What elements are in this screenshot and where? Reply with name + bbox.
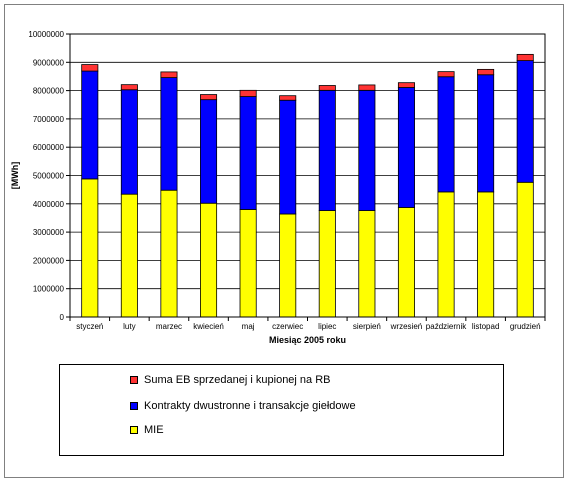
x-tick-labels: styczeń luty marzec kwiecień maj czerwiec lipi… bbox=[76, 322, 540, 331]
x-tick-label-2: marzec bbox=[156, 322, 182, 331]
y-tick-label-7: 7000000 bbox=[33, 115, 65, 124]
bar-1-10 bbox=[477, 74, 495, 193]
legend-swatch-mie bbox=[130, 426, 138, 434]
x-axis-label: Miesiąc 2005 roku bbox=[269, 335, 346, 345]
y-tick-label-8: 8000000 bbox=[33, 87, 65, 96]
y-tick-label-5: 5000000 bbox=[33, 172, 65, 181]
legend-label-rb: Suma EB sprzedanej i kupionej na RB bbox=[144, 374, 331, 386]
y-tick-label-9: 9000000 bbox=[33, 58, 65, 67]
y-tick-label-3: 3000000 bbox=[33, 228, 65, 237]
legend: Suma EB sprzedanej i kupionej na RB Kont… bbox=[59, 364, 504, 456]
x-tick-label-7: sierpień bbox=[353, 322, 381, 331]
bar-0-4 bbox=[239, 209, 257, 318]
y-tick-label-0: 0 bbox=[60, 313, 65, 322]
bar-0-10 bbox=[477, 191, 495, 318]
bar-0-7 bbox=[358, 210, 376, 318]
bar-2-9 bbox=[437, 71, 455, 78]
bar-0-5 bbox=[279, 213, 297, 318]
bar-0-3 bbox=[200, 202, 218, 318]
bar-1-6 bbox=[318, 89, 336, 211]
legend-item-mie: MIE bbox=[130, 423, 164, 437]
bar-1-8 bbox=[397, 87, 415, 208]
bar-0-6 bbox=[318, 210, 336, 318]
x-tick-label-1: luty bbox=[123, 322, 135, 331]
bar-1-7 bbox=[358, 89, 376, 211]
plot-border bbox=[69, 33, 546, 318]
bar-2-1 bbox=[120, 84, 138, 91]
bar-2-11 bbox=[516, 53, 534, 62]
x-tick-label-10: listopad bbox=[472, 322, 500, 331]
bar-2-2 bbox=[160, 71, 178, 78]
bar-0-1 bbox=[120, 193, 138, 318]
bar-1-5 bbox=[279, 99, 297, 215]
x-tick-label-11: grudzień bbox=[510, 322, 541, 331]
bar-0-2 bbox=[160, 189, 178, 318]
legend-item-contracts: Kontrakty dwustronne i transakcje giełdo… bbox=[130, 399, 356, 413]
bar-2-4 bbox=[239, 89, 257, 97]
gridlines bbox=[70, 33, 545, 318]
y-tick-label-1: 1000000 bbox=[33, 285, 65, 294]
bars-group bbox=[81, 53, 534, 318]
bar-0-9 bbox=[437, 191, 455, 318]
bar-0-11 bbox=[516, 181, 534, 318]
x-tick-label-0: styczeń bbox=[76, 322, 103, 331]
x-tick-label-6: lipiec bbox=[318, 322, 336, 331]
bar-2-10 bbox=[477, 68, 495, 76]
bar-2-0 bbox=[81, 64, 99, 72]
legend-label-contracts: Kontrakty dwustronne i transakcje giełdo… bbox=[144, 400, 356, 412]
y-tick-label-2: 2000000 bbox=[33, 256, 65, 265]
bar-2-7 bbox=[358, 84, 376, 91]
legend-swatch-contracts bbox=[130, 402, 138, 410]
legend-item-rb: Suma EB sprzedanej i kupionej na RB bbox=[130, 373, 331, 387]
bar-2-3 bbox=[200, 94, 218, 101]
bar-1-0 bbox=[81, 70, 99, 180]
axes-group bbox=[66, 33, 546, 321]
x-tick-label-3: kwiecień bbox=[193, 322, 224, 331]
bar-2-6 bbox=[318, 85, 336, 91]
y-tick-labels: 0 1000000 2000000 3000000 4000000 5000000 6000… bbox=[28, 30, 64, 322]
bar-1-11 bbox=[516, 60, 534, 183]
y-tick-label-6: 6000000 bbox=[33, 143, 65, 152]
bar-0-8 bbox=[397, 207, 415, 318]
bar-1-2 bbox=[160, 77, 178, 191]
bar-1-4 bbox=[239, 96, 257, 210]
x-tick-label-4: maj bbox=[242, 322, 255, 331]
x-tick-label-8: wrzesień bbox=[390, 322, 423, 331]
x-tick-label-5: czerwiec bbox=[272, 322, 303, 331]
bar-2-5 bbox=[279, 95, 297, 101]
legend-swatch-rb bbox=[130, 376, 138, 384]
y-axis-label: [MWh] bbox=[10, 162, 20, 189]
bar-1-9 bbox=[437, 76, 455, 193]
bar-0-0 bbox=[81, 178, 99, 318]
bar-1-1 bbox=[120, 89, 138, 195]
x-tick-label-9: październik bbox=[426, 322, 467, 331]
legend-label-mie: MIE bbox=[144, 424, 164, 436]
bar-2-8 bbox=[397, 82, 415, 88]
y-tick-label-10: 10000000 bbox=[28, 30, 64, 39]
y-tick-label-4: 4000000 bbox=[33, 200, 65, 209]
bar-1-3 bbox=[200, 99, 218, 204]
